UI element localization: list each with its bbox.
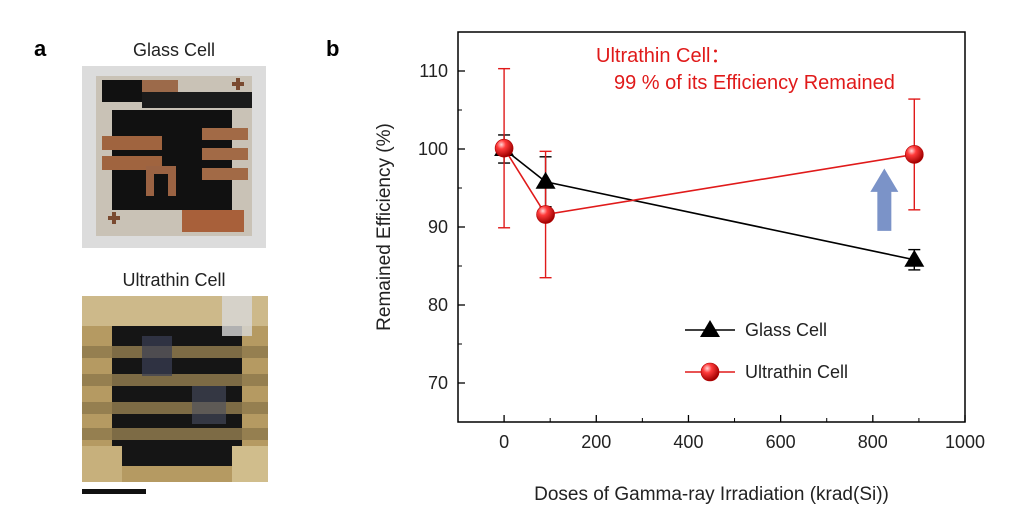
data-point-1-2 [904,145,924,164]
ultrathin-cell-photo [82,296,268,482]
panel-b-label: b [326,36,340,61]
x-tick-label: 200 [581,432,611,452]
x-tick-label: 0 [499,432,509,452]
y-tick-label: 70 [428,373,448,393]
x-tick-label: 400 [673,432,703,452]
ultrathin-cell-photo-title: Ultrathin Cell [122,270,226,290]
x-tick-label: 600 [766,432,796,452]
glass-cell-photo-title: Glass Cell [132,40,216,60]
glass-cell-photo [82,66,266,248]
annotation-line-2: 99 % of its Efficiency Remained [614,72,895,94]
data-point-1-1 [536,205,555,224]
y-tick-label: 90 [428,217,448,237]
legend-marker-1 [700,362,720,382]
increase-arrow-icon [870,168,899,231]
data-point-0-2 [904,249,925,267]
legend-label-1: Ultrathin Cell [745,362,848,382]
legend-label-0: Glass Cell [745,320,827,340]
y-tick-label: 110 [419,61,448,81]
x-tick-label: 800 [858,432,888,452]
y-tick-label: 100 [418,139,448,159]
legend-marker-0 [700,320,720,337]
y-tick-label: 80 [428,295,448,315]
panel-a-label: a [34,36,47,61]
x-axis-label: Doses of Gamma-ray Irradiation (krad(Si)… [534,484,889,505]
annotation-line-1: Ultrathin Cell： [596,45,730,67]
scale-bar [82,489,146,494]
series-line-0 [503,148,915,261]
y-axis-label: Remained Efficiency (%) [374,123,395,331]
data-point-1-0 [494,138,514,158]
data-point-0-1 [535,171,556,189]
series-line-1 [503,147,915,216]
x-tick-label: 1000 [945,432,985,452]
